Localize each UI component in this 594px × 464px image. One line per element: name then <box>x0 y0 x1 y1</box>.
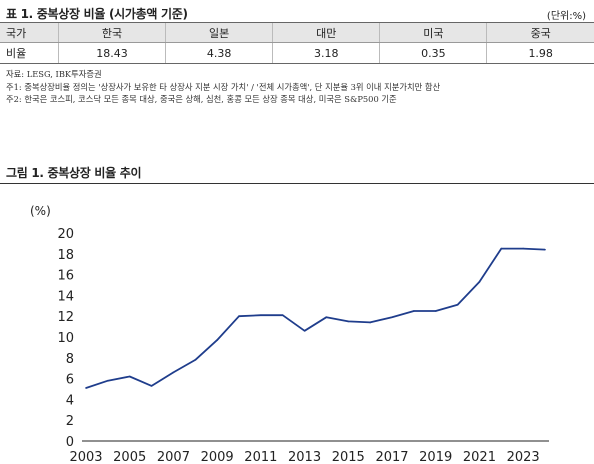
data-point <box>303 329 306 332</box>
notes: 자료: LESG, IBK투자증권 주1: 중복상장비율 정의는 '상장사가 보… <box>6 68 440 106</box>
x-tick-label: 2021 <box>463 450 496 464</box>
x-tick-label: 2009 <box>201 450 234 464</box>
header-us: 미국 <box>379 22 487 43</box>
value-japan: 4.38 <box>165 42 273 64</box>
header-japan: 일본 <box>165 22 273 43</box>
y-tick-label: 20 <box>57 227 74 242</box>
y-tick-label: 6 <box>66 373 74 388</box>
data-point <box>150 385 153 387</box>
x-tick-label: 2017 <box>375 450 408 464</box>
header-korea: 한국 <box>57 22 166 43</box>
note-source: 자료: LESG, IBK투자증권 <box>6 69 102 79</box>
data-point <box>413 310 415 312</box>
data-point <box>172 371 175 374</box>
y-tick-label: 14 <box>57 289 74 304</box>
unit-label: (단위:%) <box>546 11 586 22</box>
data-point <box>391 316 393 319</box>
x-tick-label: 2007 <box>157 450 190 464</box>
data-point <box>456 303 459 306</box>
x-tick-label: 2003 <box>69 450 102 464</box>
data-point <box>325 316 328 319</box>
value-china: 1.98 <box>486 42 594 64</box>
y-tick-label: 2 <box>66 414 74 429</box>
data-point <box>500 247 503 250</box>
y-tick-label: 8 <box>66 352 74 367</box>
y-tick-label: 0 <box>66 435 74 450</box>
header-taiwan: 대만 <box>272 22 380 43</box>
y-tick-label: 12 <box>57 310 74 325</box>
ratio-table: 국가 한국 일본 대만 미국 중국 비율 18.43 4.38 3.18 0.3… <box>0 22 594 64</box>
y-tick-label: 10 <box>57 331 74 346</box>
y-tick-label: 18 <box>57 248 74 263</box>
y-tick-label: 4 <box>66 393 74 408</box>
data-point <box>281 314 284 316</box>
table-header-row: 국가 한국 일본 대만 미국 중국 <box>0 22 594 43</box>
data-point <box>238 315 240 317</box>
y-axis-unit: (%) <box>30 204 51 218</box>
line-chart: (%) 0 2 4 6 8 10 12 14 16 18 20 2003 2005 2007 2009 20… <box>30 204 549 464</box>
data-point <box>369 321 371 324</box>
data-point <box>194 359 197 361</box>
x-tick-label: 2013 <box>288 450 321 464</box>
value-taiwan: 3.18 <box>272 42 380 64</box>
note-2: 주2: 한국은 코스피, 코스닥 모든 종목 대상, 중국은 상해, 심천, 홍… <box>6 94 397 104</box>
x-tick-label: 2019 <box>419 450 452 464</box>
header-country: 국가 <box>0 22 59 43</box>
note-1: 주1: 중복상장비율 정의는 '상장사가 보유한 타 상장사 지분 시장 가치'… <box>6 81 441 92</box>
figure-title: 그림 1. 중복상장 비율 추이 <box>6 166 142 180</box>
data-point <box>107 379 109 382</box>
data-point <box>216 339 218 341</box>
x-tick-label: 2005 <box>113 450 146 464</box>
x-tick-label: 2011 <box>244 450 277 464</box>
row-label: 비율 <box>0 42 59 64</box>
data-point <box>478 281 481 283</box>
data-point <box>544 248 546 251</box>
value-us: 0.35 <box>379 42 487 64</box>
data-point <box>347 320 350 323</box>
table-row: 비율 18.43 4.38 3.18 0.35 1.98 <box>0 42 594 64</box>
data-point <box>128 375 131 378</box>
value-korea: 18.43 <box>57 42 166 64</box>
data-point <box>434 310 437 312</box>
x-tick-label: 2015 <box>332 450 365 464</box>
header-china: 중국 <box>486 22 594 43</box>
table-title: 표 1. 중복상장 비율 (시가총액 기준) <box>6 7 188 21</box>
figure-divider <box>0 183 594 184</box>
data-point <box>260 314 262 316</box>
data-point <box>85 387 87 389</box>
data-point <box>522 247 524 250</box>
y-tick-label: 16 <box>57 269 74 284</box>
x-tick-label: 2023 <box>507 450 540 464</box>
series-line <box>85 247 546 389</box>
